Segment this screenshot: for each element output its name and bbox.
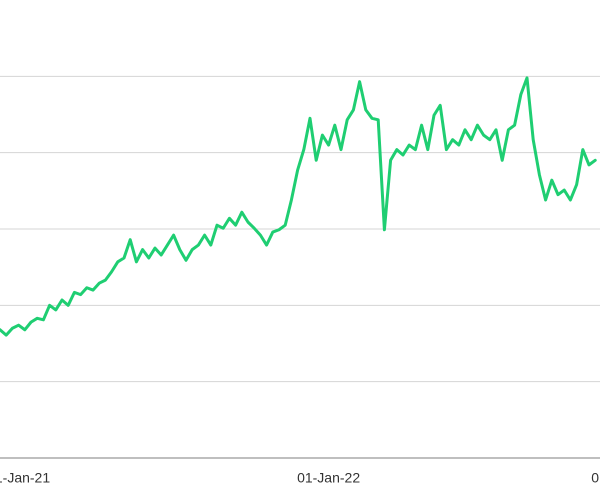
x-tick-label: 0	[591, 470, 599, 486]
x-tick-label: 01-Jan-22	[297, 470, 360, 486]
x-tick-label: 01-Jan-21	[0, 470, 50, 486]
data-line	[0, 76, 597, 337]
